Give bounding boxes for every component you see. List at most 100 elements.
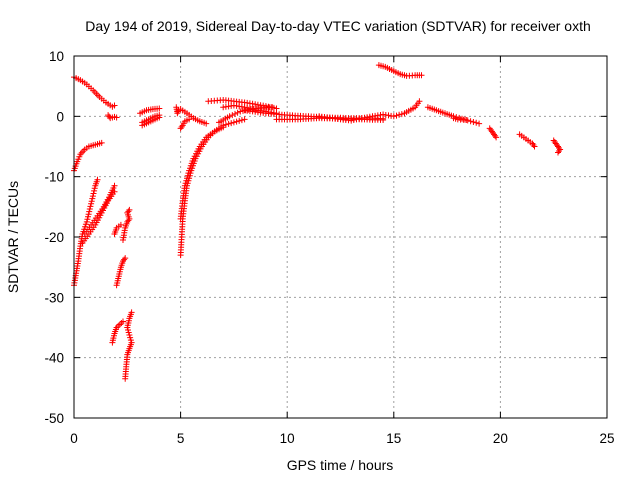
- data-point: [222, 121, 229, 128]
- y-tick-label: -50: [44, 411, 64, 426]
- data-point: [91, 185, 98, 192]
- grid-lines: [74, 56, 607, 418]
- data-point: [476, 120, 483, 127]
- data-point: [91, 187, 98, 194]
- data-point: [84, 216, 91, 223]
- series-arc-f: [105, 112, 120, 122]
- data-point: [120, 318, 126, 325]
- series-arc-p: [177, 116, 248, 259]
- data-point: [125, 208, 132, 215]
- data-point: [353, 116, 360, 123]
- data-point: [111, 102, 118, 109]
- series-arc-s: [177, 106, 210, 127]
- data-point: [390, 113, 397, 120]
- data-point: [234, 109, 241, 116]
- series-arc-y: [316, 98, 423, 124]
- x-tick-label: 20: [493, 431, 508, 446]
- data-point: [113, 114, 120, 121]
- data-point: [106, 113, 113, 120]
- data-point: [88, 200, 95, 207]
- series-arc-i: [111, 221, 124, 237]
- series-arc-e: [79, 188, 118, 246]
- data-point: [122, 255, 129, 262]
- data-point: [232, 110, 238, 117]
- data-point: [348, 117, 355, 124]
- data-point: [156, 105, 163, 112]
- data-point: [236, 117, 243, 124]
- data-point: [356, 115, 363, 122]
- series-arc-ae: [550, 137, 564, 156]
- y-tick-label: 10: [49, 49, 64, 64]
- data-point: [86, 208, 93, 215]
- data-point: [237, 108, 244, 115]
- data-point: [203, 120, 210, 127]
- series-arc-q: [177, 124, 227, 222]
- data-point: [467, 118, 474, 125]
- data-points: [71, 62, 564, 382]
- series-arc-a: [71, 74, 118, 110]
- data-point: [89, 193, 96, 200]
- data-point: [230, 119, 237, 126]
- series-arc-ac: [486, 125, 500, 141]
- data-point: [463, 117, 470, 123]
- data-point: [238, 117, 245, 124]
- data-point: [241, 116, 248, 123]
- series-arc-j: [122, 309, 135, 382]
- data-point: [87, 203, 94, 210]
- series-arc-ab: [450, 115, 470, 123]
- data-point: [83, 218, 90, 225]
- data-point: [556, 148, 562, 154]
- x-tick-label: 5: [177, 431, 185, 446]
- series-arc-k: [120, 206, 133, 243]
- data-point: [86, 206, 93, 212]
- y-tick-label: 0: [56, 109, 64, 124]
- y-tick-label: -10: [44, 170, 64, 185]
- data-point: [226, 113, 233, 120]
- data-point: [380, 117, 387, 123]
- data-point: [398, 111, 405, 118]
- data-point: [98, 139, 105, 146]
- series-arc-h: [113, 255, 129, 289]
- x-axis-label: GPS time / hours: [287, 457, 394, 473]
- data-point: [493, 134, 500, 141]
- data-point: [555, 149, 561, 156]
- axis-ticks: 0 5 10 15 20 25 -50 -40 -30 -20 -10 0 10: [44, 49, 614, 446]
- data-point: [117, 221, 124, 228]
- x-tick-label: 15: [386, 431, 401, 446]
- data-point: [531, 143, 538, 150]
- data-point: [229, 112, 236, 119]
- y-axis-label: SDTVAR / TECUs: [5, 181, 21, 293]
- data-point: [220, 124, 227, 131]
- data-point: [156, 114, 163, 121]
- data-point: [128, 309, 135, 316]
- data-point: [269, 104, 276, 111]
- series-arc-l: [137, 105, 163, 117]
- series-arc-aa: [424, 104, 483, 127]
- data-point: [470, 119, 477, 125]
- chart-title: Day 194 of 2019, Sidereal Day-to-day VTE…: [85, 18, 591, 34]
- series-arc-ad: [516, 131, 538, 150]
- data-point: [111, 182, 118, 189]
- data-point: [127, 334, 134, 341]
- data-point: [228, 120, 235, 127]
- data-point: [393, 112, 400, 119]
- series-arc-b: [71, 139, 105, 174]
- data-point: [111, 188, 118, 195]
- data-point: [88, 198, 95, 205]
- data-point: [94, 176, 101, 183]
- x-tick-label: 25: [599, 431, 614, 446]
- data-point: [126, 206, 133, 213]
- x-tick-label: 10: [280, 431, 295, 446]
- data-point: [225, 120, 232, 127]
- data-point: [530, 142, 537, 148]
- data-point: [85, 211, 92, 218]
- series-arc-z: [375, 62, 425, 79]
- data-point: [350, 117, 357, 123]
- data-point: [416, 98, 423, 105]
- y-tick-label: -20: [44, 230, 64, 245]
- data-point: [459, 115, 465, 122]
- series-arc-g: [109, 318, 126, 346]
- series-arc-r: [177, 116, 193, 132]
- data-point: [396, 111, 403, 118]
